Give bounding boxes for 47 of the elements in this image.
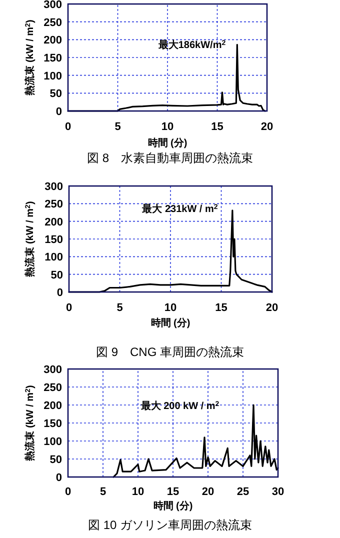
- x-tick-label: 10: [164, 302, 177, 314]
- x-tick-label: 5: [116, 302, 123, 314]
- y-tick-label: 150: [44, 52, 62, 64]
- x-tick-label: 5: [114, 121, 121, 133]
- y-tick-label: 250: [44, 16, 62, 29]
- y-tick-label: 150: [44, 418, 62, 430]
- x-axis-title: 時間 (分): [150, 317, 190, 329]
- x-axis-title: 時間 (分): [153, 500, 193, 512]
- x-tick-label: 0: [64, 121, 72, 133]
- annotation: 最大186kW/m$^{2}$: [157, 39, 226, 51]
- y-tick-label: 100: [44, 252, 63, 264]
- y-tick-label: 250: [44, 382, 62, 394]
- y-tick-label: 300: [44, 181, 63, 193]
- y-tick-label: 50: [50, 269, 63, 282]
- y-tick-label: 200: [44, 34, 62, 47]
- y-tick-label: 50: [50, 454, 62, 466]
- y-tick-label: 300: [44, 364, 62, 376]
- y-tick-label: 100: [44, 70, 62, 82]
- annotation: 最大 231kW / m$^{2}$: [141, 203, 218, 215]
- text: 図 8 水素自動車周囲の熱流束: [86, 151, 254, 165]
- y-tick-label: 0: [56, 106, 62, 118]
- y-tick-label: 200: [44, 216, 63, 228]
- x-tick-label: 10: [161, 121, 174, 133]
- y-tick-label: 200: [44, 400, 62, 412]
- y-tick-label: 300: [44, 0, 62, 11]
- y-tick-label: 100: [44, 436, 62, 448]
- x-tick-label: 5: [100, 486, 106, 498]
- x-tick-label: 20: [260, 121, 274, 133]
- y-tick-label: 0: [56, 472, 62, 484]
- x-tick-label: 20: [266, 302, 278, 314]
- y-tick-label: 150: [44, 234, 63, 246]
- x-tick-label: 15: [215, 302, 228, 314]
- x-tick-label: 25: [236, 486, 250, 498]
- text: 図 9 CNG 車周囲の熱流束: [96, 345, 244, 359]
- x-tick-label: 10: [132, 486, 144, 498]
- annotation: 最大 200 kW / m$^{2}$: [140, 400, 220, 412]
- x-tick-label: 0: [66, 302, 72, 314]
- x-tick-label: 15: [211, 121, 224, 133]
- y-tick-label: 0: [56, 287, 63, 299]
- x-tick-label: 0: [64, 486, 72, 498]
- x-tick-label: 30: [272, 486, 284, 498]
- x-tick-label: 15: [166, 486, 180, 498]
- x-tick-label: 20: [202, 486, 214, 498]
- text: 図 10 ガソリン車周囲の熱流束: [88, 518, 252, 532]
- x-axis-title: 時間 (分): [148, 137, 188, 149]
- y-tick-label: 250: [44, 198, 63, 211]
- y-tick-label: 50: [50, 88, 62, 100]
